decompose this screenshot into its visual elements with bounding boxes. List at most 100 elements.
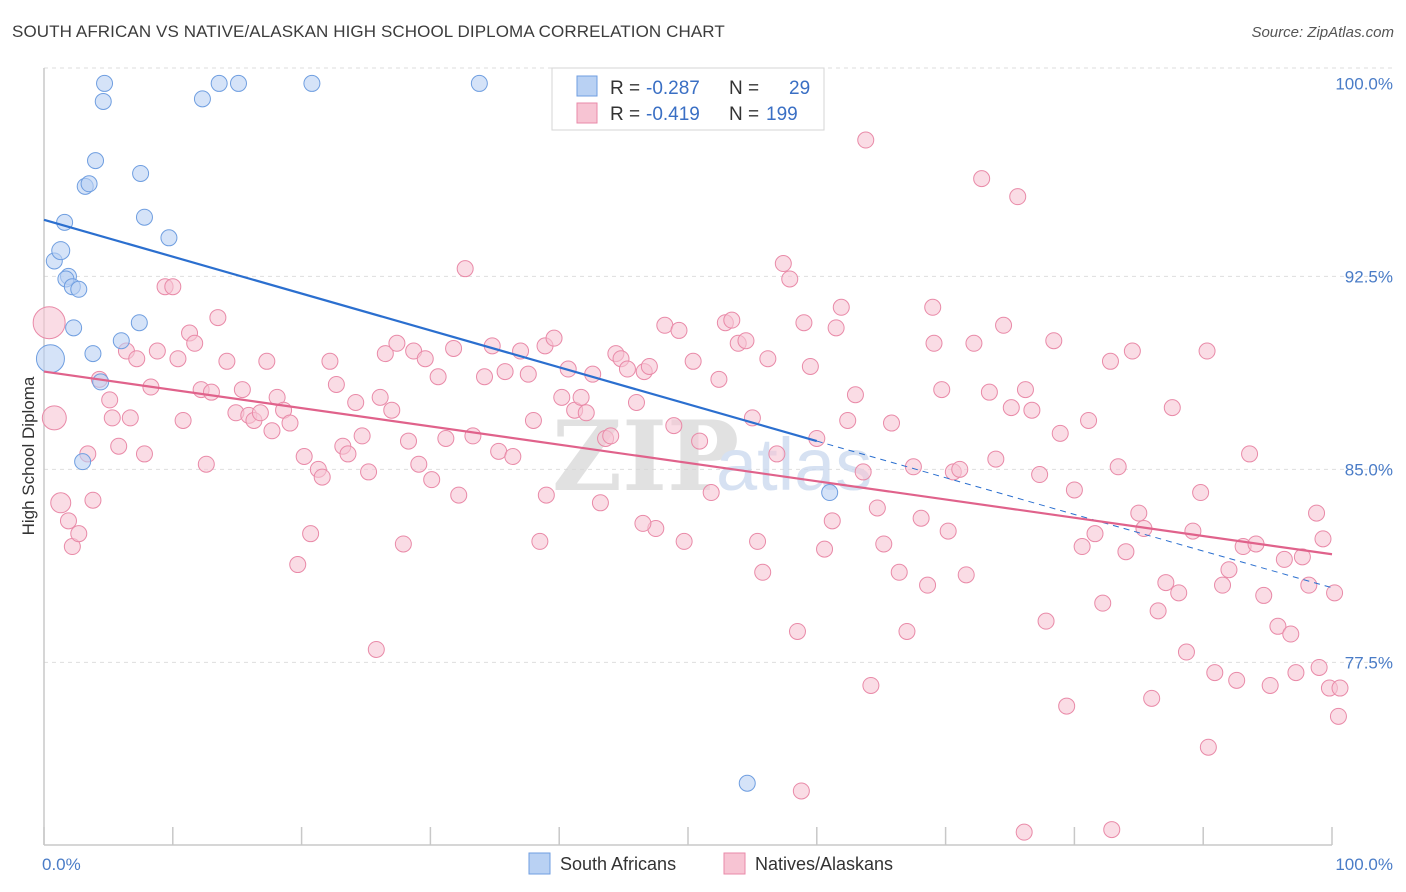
pink-point-126	[862, 676, 880, 694]
pink-point-26	[202, 383, 220, 401]
y-tick-label-2: 85.0%	[1345, 460, 1393, 479]
pink-point-155	[1065, 481, 1083, 499]
pink-point-156	[1073, 538, 1091, 556]
pink-point-60	[416, 350, 434, 368]
pink-point-160	[1101, 352, 1119, 370]
pink-point-136	[933, 381, 951, 399]
y-tick-label-3: 77.5%	[1345, 653, 1393, 672]
pink-point-190	[1308, 504, 1326, 522]
pink-point-86	[591, 494, 609, 512]
pink-point-197	[1199, 738, 1217, 756]
pink-point-111	[754, 563, 772, 581]
pink-point-44	[321, 352, 339, 370]
legend-n-value-pink: 199	[766, 104, 798, 125]
pink-point-76	[531, 532, 549, 550]
pink-point-154	[1058, 697, 1076, 715]
pink-point-30	[233, 381, 251, 399]
pink-point-170	[1170, 584, 1188, 602]
blue-point-0	[35, 344, 65, 374]
pink-point-2	[50, 492, 72, 514]
pink-point-89	[602, 427, 620, 445]
pink-point-66	[456, 260, 474, 278]
pink-point-123	[839, 411, 857, 429]
pink-point-186	[1282, 625, 1300, 643]
pink-point-177	[1220, 561, 1238, 579]
pink-point-103	[710, 370, 728, 388]
legend-n-value-blue: 29	[789, 78, 810, 99]
pink-point-99	[675, 532, 693, 550]
pink-point-188	[1293, 548, 1311, 566]
pink-point-39	[289, 556, 307, 574]
pink-point-130	[890, 563, 908, 581]
pink-point-168	[1157, 574, 1175, 592]
pink-point-191	[1314, 530, 1332, 548]
pink-point-79	[545, 329, 563, 347]
pink-point-145	[995, 316, 1013, 334]
pink-point-96	[656, 316, 674, 334]
pink-point-91	[618, 360, 636, 378]
pink-point-75	[524, 411, 542, 429]
pink-point-49	[353, 427, 371, 445]
bottom-legend-swatch-blue[interactable]	[528, 852, 551, 875]
pink-point-71	[496, 363, 514, 381]
legend-n-label-blue: N =	[729, 78, 759, 99]
pink-point-137	[939, 522, 957, 540]
blue-point-18	[130, 314, 148, 332]
trend-layer	[43, 218, 1333, 589]
pink-point-131	[898, 622, 916, 640]
pink-point-100	[684, 352, 702, 370]
pink-point-61	[423, 471, 441, 489]
pink-point-43	[313, 468, 331, 486]
bottom-legend: South Africans Natives/Alaskans	[528, 852, 893, 875]
pink-point-10	[103, 409, 121, 427]
pink-point-55	[388, 334, 406, 352]
x-tick-label-1: 100.0%	[1335, 855, 1393, 874]
pink-point-25	[197, 455, 215, 473]
pink-point-54	[383, 401, 401, 419]
pink-point-194	[1329, 707, 1347, 725]
pink-point-195	[1331, 679, 1349, 697]
legend-r-label-pink: R =	[610, 104, 640, 125]
pink-point-74	[519, 365, 537, 383]
pink-point-127	[868, 499, 886, 517]
pink-point-146	[1002, 399, 1020, 417]
y-tick-label-1: 92.5%	[1345, 267, 1393, 286]
grid-layer	[44, 67, 1392, 663]
points-layer	[32, 74, 1349, 841]
pink-point-7	[84, 491, 102, 509]
pink-point-167	[1149, 602, 1167, 620]
bottom-legend-label-blue[interactable]: South Africans	[560, 854, 676, 874]
pink-point-41	[302, 525, 320, 543]
pink-point-196	[1310, 658, 1328, 676]
legend-r-value-pink: -0.419	[646, 104, 700, 125]
legend-r-value-blue: -0.287	[646, 78, 700, 99]
pink-point-182	[1255, 586, 1273, 604]
pink-point-161	[1109, 458, 1127, 476]
pink-point-80	[553, 388, 571, 406]
pink-point-148	[1016, 381, 1034, 399]
pink-point-63	[437, 429, 455, 447]
pink-point-77	[537, 486, 555, 504]
pink-point-163	[1123, 342, 1141, 360]
pink-point-50	[360, 463, 378, 481]
pink-point-202	[792, 782, 810, 800]
y-axis-label: High School Diploma	[19, 376, 38, 535]
pink-point-47	[339, 445, 357, 463]
pink-point-20	[169, 350, 187, 368]
pink-point-62	[429, 368, 447, 386]
pink-point-19	[164, 278, 182, 296]
bottom-legend-swatch-pink[interactable]	[723, 852, 746, 875]
pink-point-132	[904, 458, 922, 476]
blue-point-19	[132, 164, 150, 182]
pink-point-5	[70, 525, 88, 543]
blue-trend-extension	[816, 440, 1333, 589]
y-tick-label-0: 100.0%	[1335, 74, 1393, 93]
bottom-legend-label-pink[interactable]: Natives/Alaskans	[755, 854, 893, 874]
pink-point-114	[781, 270, 799, 288]
pink-point-203	[634, 514, 652, 532]
pink-point-17	[148, 342, 166, 360]
pink-point-150	[1031, 466, 1049, 484]
pink-point-56	[394, 535, 412, 553]
legend-r-label-blue: R =	[610, 78, 640, 99]
